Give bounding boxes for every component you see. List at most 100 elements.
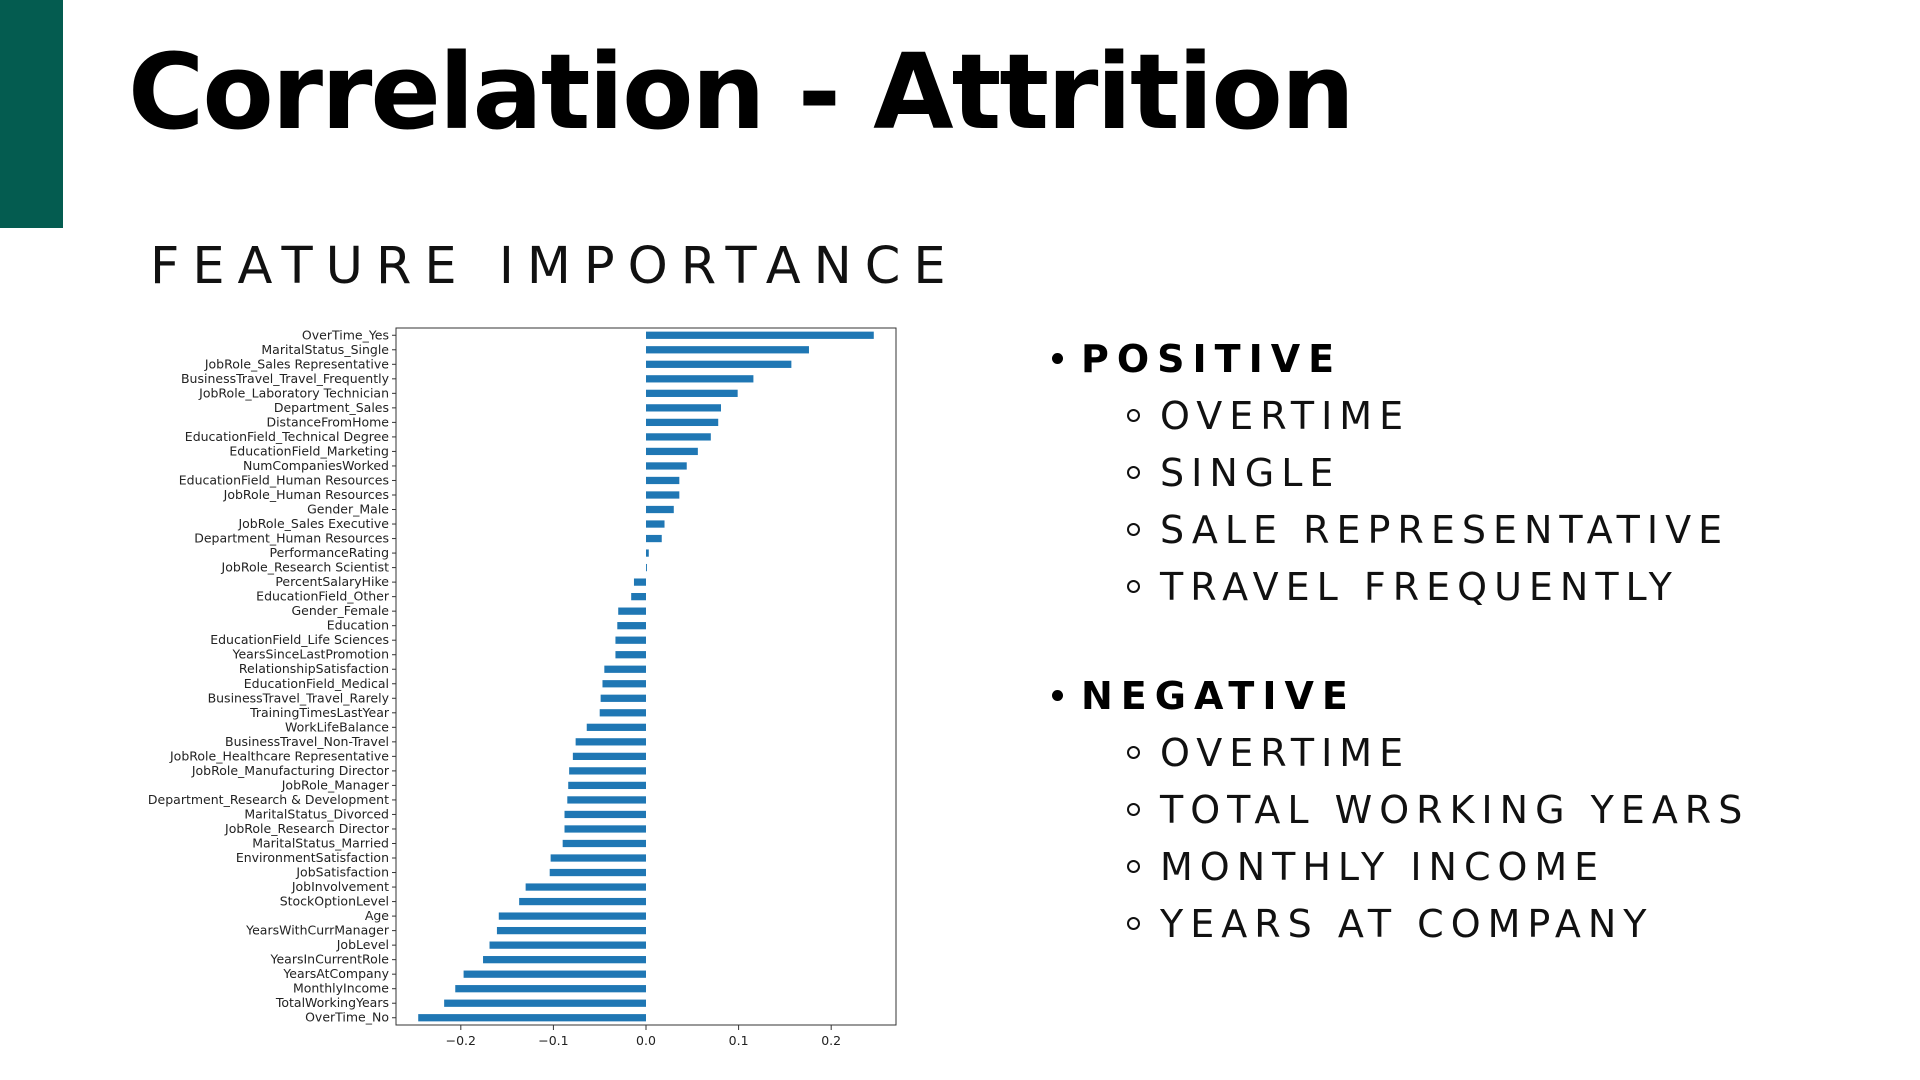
- y-tick-label: YearsAtCompany: [282, 966, 389, 981]
- feature-importance-chart: OverTime_Yes MaritalStatus_Single JobRole_…: [120, 318, 920, 1048]
- y-tick-label: JobRole_Manufacturing Director: [191, 763, 390, 778]
- bar: [604, 665, 646, 673]
- bar: [631, 593, 646, 601]
- y-tick-label: Gender_Female: [291, 603, 389, 618]
- bar: [617, 622, 646, 630]
- bar: [646, 331, 874, 339]
- x-tick-label: 0.1: [729, 1033, 749, 1048]
- y-tick-label: MaritalStatus_Single: [261, 342, 389, 357]
- x-tick-label: 0.2: [821, 1033, 841, 1048]
- negative-item: YEARS AT COMPANY: [1052, 895, 1892, 952]
- y-tick-label: TrainingTimesLastYear: [249, 705, 390, 720]
- bar: [562, 839, 646, 848]
- bar: [455, 985, 646, 993]
- plot-frame: [395, 327, 897, 1026]
- y-tick-label: EnvironmentSatisfaction: [236, 850, 389, 865]
- bar: [575, 738, 646, 746]
- bar: [444, 999, 646, 1007]
- y-tick-label: MonthlyIncome: [293, 981, 389, 996]
- slide-title: Correlation - Attrition: [128, 31, 1355, 153]
- negative-header: NEGATIVE: [1052, 667, 1892, 724]
- bar: [646, 375, 754, 383]
- y-tick-label: MaritalStatus_Divorced: [244, 806, 389, 821]
- bar: [519, 897, 646, 906]
- positive-item-label: TRAVEL FREQUENTLY: [1160, 564, 1679, 609]
- bullet-circle-icon: [1127, 803, 1140, 816]
- y-tick-label: OverTime_No: [305, 1010, 389, 1025]
- bullet-dot-icon: [1052, 353, 1063, 364]
- x-tick-label: 0.0: [636, 1033, 656, 1048]
- y-tick-label: JobRole_Research Scientist: [221, 560, 390, 575]
- bullet-circle-icon: [1127, 466, 1140, 479]
- bar: [525, 883, 646, 891]
- bar: [633, 578, 646, 586]
- y-tick-label: JobRole_Sales Representative: [204, 356, 389, 371]
- positive-item: SINGLE: [1052, 444, 1892, 501]
- y-tick-label: PercentSalaryHike: [275, 574, 389, 589]
- y-tick-label: Department_Research & Development: [148, 792, 389, 807]
- bar: [599, 709, 646, 717]
- bullet-circle-icon: [1127, 409, 1140, 422]
- bar: [646, 346, 809, 354]
- x-tick-label: −0.1: [538, 1033, 568, 1048]
- bullet-panel: POSITIVE OVERTIME SINGLE SALE REPRESENTA…: [1052, 330, 1892, 1004]
- bullet-dot-icon: [1052, 690, 1063, 701]
- y-tick-label: DistanceFromHome: [266, 414, 389, 429]
- y-tick-label: PerformanceRating: [269, 545, 389, 560]
- bar: [602, 680, 646, 688]
- y-tick-label: NumCompaniesWorked: [243, 458, 389, 473]
- bar: [618, 607, 646, 615]
- y-tick-label: BusinessTravel_Travel_Rarely: [208, 690, 390, 705]
- bar: [498, 912, 646, 920]
- y-tick-label: MaritalStatus_Married: [252, 835, 389, 850]
- negative-item-label: OVERTIME: [1160, 730, 1411, 775]
- bar: [646, 534, 662, 543]
- bullet-circle-icon: [1127, 746, 1140, 759]
- y-tick-label: YearsInCurrentRole: [270, 952, 390, 967]
- x-tick-label: −0.2: [446, 1033, 476, 1048]
- bar: [496, 926, 646, 935]
- negative-item: TOTAL WORKING YEARS: [1052, 781, 1892, 838]
- positive-item: OVERTIME: [1052, 387, 1892, 444]
- y-tick-label: JobRole_Laboratory Technician: [198, 385, 389, 400]
- bar: [568, 781, 646, 790]
- y-tick-label: JobInvolvement: [291, 879, 389, 894]
- y-tick-label: Education: [327, 618, 389, 633]
- bullet-circle-icon: [1127, 917, 1140, 930]
- y-tick-label: JobRole_Research Director: [224, 821, 390, 836]
- bar: [646, 360, 792, 368]
- bar: [646, 404, 721, 412]
- negative-item-label: YEARS AT COMPANY: [1160, 901, 1654, 946]
- y-tick-label: StockOptionLevel: [280, 894, 389, 909]
- y-tick-label: JobRole_Sales Executive: [237, 516, 389, 531]
- slide-subtitle: FEATURE IMPORTANCE: [150, 237, 959, 296]
- bar: [564, 825, 646, 833]
- bar: [463, 970, 646, 978]
- y-tick-label: JobRole_Human Resources: [223, 487, 389, 502]
- y-tick-label: BusinessTravel_Travel_Frequently: [181, 371, 390, 386]
- bar: [569, 767, 646, 775]
- bar: [489, 941, 646, 949]
- y-tick-label: JobRole_Healthcare Representative: [169, 748, 389, 763]
- accent-bar: [0, 0, 63, 228]
- y-tick-label: EducationField_Marketing: [229, 443, 389, 458]
- positive-item: SALE REPRESENTATIVE: [1052, 501, 1892, 558]
- bar: [564, 810, 646, 819]
- bullet-circle-icon: [1127, 860, 1140, 873]
- y-tick-label: Age: [365, 908, 389, 923]
- y-tick-label: Department_Sales: [274, 400, 389, 415]
- bar: [646, 505, 674, 514]
- y-tick-label: JobSatisfaction: [295, 865, 389, 880]
- bullet-circle-icon: [1127, 580, 1140, 593]
- bar: [646, 491, 680, 499]
- y-tick-label: EducationField_Technical Degree: [185, 429, 390, 444]
- y-tick-label: JobRole_Manager: [281, 777, 390, 792]
- bar: [600, 694, 646, 702]
- bar: [586, 723, 646, 731]
- y-tick-label: EducationField_Other: [256, 589, 390, 604]
- positive-group: POSITIVE OVERTIME SINGLE SALE REPRESENTA…: [1052, 330, 1892, 615]
- bar: [550, 854, 646, 862]
- negative-item: OVERTIME: [1052, 724, 1892, 781]
- y-tick-label: JobLevel: [336, 937, 389, 952]
- positive-item: TRAVEL FREQUENTLY: [1052, 558, 1892, 615]
